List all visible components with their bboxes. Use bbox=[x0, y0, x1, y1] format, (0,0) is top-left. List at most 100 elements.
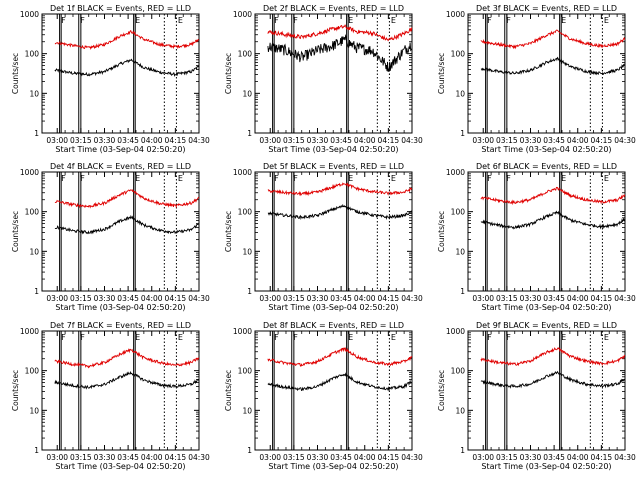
flag-letter: E bbox=[135, 174, 140, 183]
x-tick-label: 04:30 bbox=[401, 294, 423, 303]
events-series-line bbox=[267, 203, 413, 221]
x-tick-label: 03:00 bbox=[472, 294, 494, 303]
y-tick-label: 10 bbox=[455, 247, 465, 256]
flag-letter: F bbox=[80, 174, 85, 183]
y-tick-label: 100 bbox=[451, 208, 466, 217]
lld-series-line bbox=[54, 189, 200, 209]
panel-title: Det 2f BLACK = Events, RED = LLD bbox=[263, 4, 404, 13]
flag-letter: E bbox=[178, 16, 183, 25]
x-tick-label: 03:30 bbox=[520, 136, 542, 145]
x-tick-label: 04:30 bbox=[188, 136, 210, 145]
y-tick-label: 1000 bbox=[233, 168, 252, 177]
y-tick-label: 10 bbox=[455, 89, 465, 98]
x-tick-label: 03:45 bbox=[330, 294, 352, 303]
x-tick-label: 03:45 bbox=[330, 453, 352, 462]
flag-letter: E bbox=[604, 174, 609, 183]
y-tick-label: 10 bbox=[455, 406, 465, 415]
x-tick-label: 03:45 bbox=[117, 453, 139, 462]
chart-panel-2: Det 2f BLACK = Events, RED = LLD 1 10 100 10… bbox=[224, 4, 423, 154]
flag-letter: F bbox=[274, 174, 279, 183]
y-tick-label: 1000 bbox=[233, 10, 252, 19]
flag-letter: E bbox=[178, 333, 183, 342]
plot-frame bbox=[467, 330, 626, 451]
x-tick-label: 03:45 bbox=[543, 136, 565, 145]
events-series-line bbox=[480, 370, 626, 389]
y-tick-label: 1 bbox=[460, 287, 465, 296]
x-tick-label: 04:30 bbox=[188, 453, 210, 462]
panel-title: Det 6f BLACK = Events, RED = LLD bbox=[476, 162, 617, 171]
flag-letter: E bbox=[561, 16, 566, 25]
flag-letter: E bbox=[391, 174, 396, 183]
panel-title: Det 5f BLACK = Events, RED = LLD bbox=[263, 162, 404, 171]
flag-letter: E bbox=[391, 16, 396, 25]
flag-letter: E bbox=[135, 16, 140, 25]
y-axis-label: Counts/sec bbox=[224, 370, 233, 411]
x-axis-label: Start Time (03-Sep-04 02:50:20) bbox=[481, 462, 611, 471]
y-tick-label: 1000 bbox=[233, 327, 252, 336]
panel-title: Det 7f BLACK = Events, RED = LLD bbox=[50, 321, 191, 330]
panel-title: Det 4f BLACK = Events, RED = LLD bbox=[50, 162, 191, 171]
x-tick-label: 03:30 bbox=[94, 294, 116, 303]
x-tick-label: 03:30 bbox=[520, 294, 542, 303]
x-tick-label: 03:00 bbox=[46, 453, 68, 462]
y-tick-label: 1000 bbox=[446, 10, 465, 19]
chart-panel-3: Det 3f BLACK = Events, RED = LLD 1 10 100 10… bbox=[437, 4, 636, 154]
chart-panel-1: Det 1f BLACK = Events, RED = LLD 1 10 100 10… bbox=[11, 4, 210, 154]
panel-title: Det 8f BLACK = Events, RED = LLD bbox=[263, 321, 404, 330]
flag-letter: E bbox=[561, 333, 566, 342]
x-tick-label: 04:30 bbox=[401, 453, 423, 462]
y-tick-label: 10 bbox=[29, 406, 39, 415]
x-tick-label: 03:30 bbox=[307, 136, 329, 145]
flag-letter: F bbox=[506, 16, 511, 25]
x-tick-label: 04:15 bbox=[591, 136, 613, 145]
lld-series-line bbox=[54, 30, 199, 50]
y-tick-label: 1 bbox=[460, 446, 465, 455]
x-tick-label: 03:15 bbox=[496, 136, 518, 145]
y-tick-label: 1000 bbox=[446, 168, 465, 177]
x-axis-label: Start Time (03-Sep-04 02:50:20) bbox=[481, 145, 611, 154]
flag-letter: F bbox=[80, 333, 85, 342]
y-tick-label: 100 bbox=[238, 367, 253, 376]
x-tick-label: 04:15 bbox=[378, 453, 400, 462]
y-tick-label: 1000 bbox=[20, 10, 39, 19]
x-tick-label: 03:45 bbox=[117, 294, 139, 303]
x-tick-label: 03:00 bbox=[472, 136, 494, 145]
x-tick-label: 04:15 bbox=[378, 294, 400, 303]
plot-frame bbox=[467, 171, 626, 292]
y-tick-label: 10 bbox=[29, 247, 39, 256]
x-tick-label: 04:30 bbox=[401, 136, 423, 145]
y-axis-label: Counts/sec bbox=[437, 53, 446, 94]
y-tick-label: 1000 bbox=[20, 168, 39, 177]
y-tick-label: 100 bbox=[238, 50, 253, 59]
flag-letter: F bbox=[293, 174, 298, 183]
x-tick-label: 03:00 bbox=[472, 453, 494, 462]
x-tick-label: 03:45 bbox=[543, 453, 565, 462]
x-tick-label: 04:30 bbox=[614, 294, 636, 303]
x-tick-label: 04:15 bbox=[165, 294, 187, 303]
lld-series-line bbox=[267, 24, 413, 42]
flag-letter: E bbox=[604, 333, 609, 342]
flag-letter: F bbox=[506, 333, 511, 342]
chart-panel-9: Det 9f BLACK = Events, RED = LLD 1 10 100 10… bbox=[437, 321, 636, 471]
events-series-line bbox=[480, 210, 626, 230]
y-axis-label: Counts/sec bbox=[224, 211, 233, 252]
flag-letter: E bbox=[391, 333, 396, 342]
flag-letter: F bbox=[61, 333, 66, 342]
x-tick-label: 03:15 bbox=[496, 453, 518, 462]
x-axis-label: Start Time (03-Sep-04 02:50:20) bbox=[268, 462, 398, 471]
plot-frame bbox=[41, 13, 200, 134]
flag-letter: E bbox=[348, 174, 353, 183]
x-tick-label: 04:15 bbox=[591, 453, 613, 462]
events-series-line bbox=[267, 372, 413, 392]
x-axis-label: Start Time (03-Sep-04 02:50:20) bbox=[55, 462, 185, 471]
x-tick-label: 03:45 bbox=[543, 294, 565, 303]
events-series-line bbox=[480, 56, 625, 76]
y-tick-label: 1 bbox=[34, 129, 39, 138]
flag-letter: F bbox=[61, 174, 66, 183]
y-tick-label: 1 bbox=[247, 129, 252, 138]
y-axis-label: Counts/sec bbox=[437, 370, 446, 411]
x-tick-label: 04:15 bbox=[378, 136, 400, 145]
lld-series-line bbox=[480, 29, 626, 50]
x-tick-label: 03:15 bbox=[283, 453, 305, 462]
x-tick-label: 03:00 bbox=[259, 453, 281, 462]
